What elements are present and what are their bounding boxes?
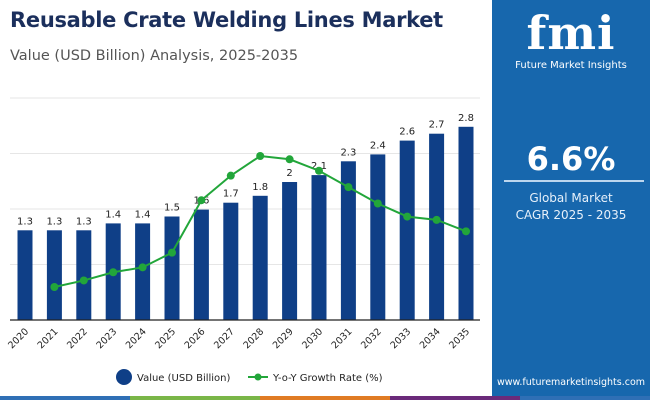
bar (223, 202, 239, 320)
bar-value-label: 1.7 (223, 189, 239, 200)
cagr-label: Global Market CAGR 2025 - 2035 (492, 190, 650, 224)
growth-point (168, 248, 176, 257)
x-tick-label: 2030 (300, 326, 325, 351)
x-tick-label: 2032 (359, 326, 384, 351)
chart: 1.3 2020 1.3 2021 1.3 2022 1.4 2023 1.4 2024 1.5 20… (6, 97, 480, 385)
website-link[interactable]: www.futuremarketinsights.com (496, 377, 646, 388)
bar-value-label: 2.7 (429, 120, 445, 131)
bar (193, 209, 209, 320)
growth-point (50, 283, 59, 291)
growth-point (109, 268, 118, 277)
bar-value-label: 1.3 (46, 216, 62, 227)
bar-value-label: 2.1 (311, 161, 327, 172)
bar-value-label: 2.8 (458, 113, 474, 124)
bar (282, 182, 298, 320)
x-tick-label: 2020 (6, 326, 31, 351)
chart-subtitle: Value (USD Billion) Analysis, 2025-2035 (10, 48, 299, 64)
divider (504, 180, 644, 182)
bar-value-label: 1.4 (135, 209, 151, 220)
logo-mark: fmi (526, 6, 616, 60)
bar-value-label: 2.3 (340, 147, 356, 158)
bar (458, 126, 474, 320)
x-tick-label: 2029 (271, 326, 296, 351)
x-tick-label: 2031 (330, 326, 355, 351)
bar (252, 195, 268, 320)
bar (370, 154, 386, 320)
growth-point (285, 155, 294, 164)
bar (164, 216, 180, 320)
bar (46, 230, 62, 320)
growth-point (344, 183, 353, 192)
legend: Value (USD Billion) Y-o-Y Growth Rate (%) (116, 369, 383, 385)
x-tick-label: 2028 (241, 326, 266, 351)
cagr-value: 6.6% (526, 140, 616, 178)
logo-subtext: Future Market Insights (515, 60, 627, 71)
x-tick-label: 2033 (388, 326, 413, 351)
x-tick-label: 2027 (212, 326, 237, 351)
x-tick-label: 2026 (183, 326, 208, 351)
x-tick-label: 2034 (418, 326, 443, 351)
growth-point (256, 152, 265, 160)
growth-point (315, 166, 323, 175)
bar (429, 133, 445, 320)
bar-value-label: 2.6 (399, 127, 415, 138)
x-tick-label: 2035 (447, 326, 472, 351)
cagr-label-line2: CAGR 2025 - 2035 (515, 208, 627, 222)
bar-value-label: 1.4 (105, 209, 121, 220)
x-tick-label: 2023 (94, 326, 119, 351)
growth-point (403, 212, 412, 221)
legend-line-label: Y-o-Y Growth Rate (%) (272, 373, 383, 384)
bar (399, 140, 415, 320)
bar-value-label: 1.3 (76, 216, 92, 227)
bar (340, 161, 356, 320)
bar (135, 223, 151, 320)
bar-value-label: 1.8 (252, 182, 268, 193)
growth-point (138, 263, 147, 272)
legend-bar-swatch (116, 369, 132, 385)
growth-point (79, 276, 88, 285)
growth-point (373, 199, 382, 208)
x-tick-label: 2021 (36, 326, 61, 351)
side-panel: fmi Future Market Insights 6.6% Global M… (492, 0, 650, 400)
growth-point (226, 171, 235, 180)
bar (76, 230, 92, 320)
fmi-logo: fmi Future Market Insights (492, 8, 650, 71)
growth-point (197, 196, 206, 205)
growth-point (432, 215, 441, 224)
bar (311, 175, 327, 320)
bar-value-label: 2 (286, 168, 292, 179)
bar-value-label: 2.4 (370, 140, 386, 151)
color-strip (0, 396, 650, 400)
x-tick-label: 2022 (65, 326, 90, 351)
x-tick-label: 2025 (153, 326, 178, 351)
bar (17, 230, 33, 320)
bar-value-label: 1.3 (17, 216, 33, 227)
growth-point (462, 227, 470, 236)
chart-title: Reusable Crate Welding Lines Market (10, 8, 443, 32)
legend-bar-label: Value (USD Billion) (137, 373, 231, 384)
x-tick-label: 2024 (124, 326, 149, 351)
legend-line-marker (254, 373, 262, 381)
cagr-label-line1: Global Market (529, 191, 613, 205)
bar-value-label: 1.5 (164, 203, 180, 214)
